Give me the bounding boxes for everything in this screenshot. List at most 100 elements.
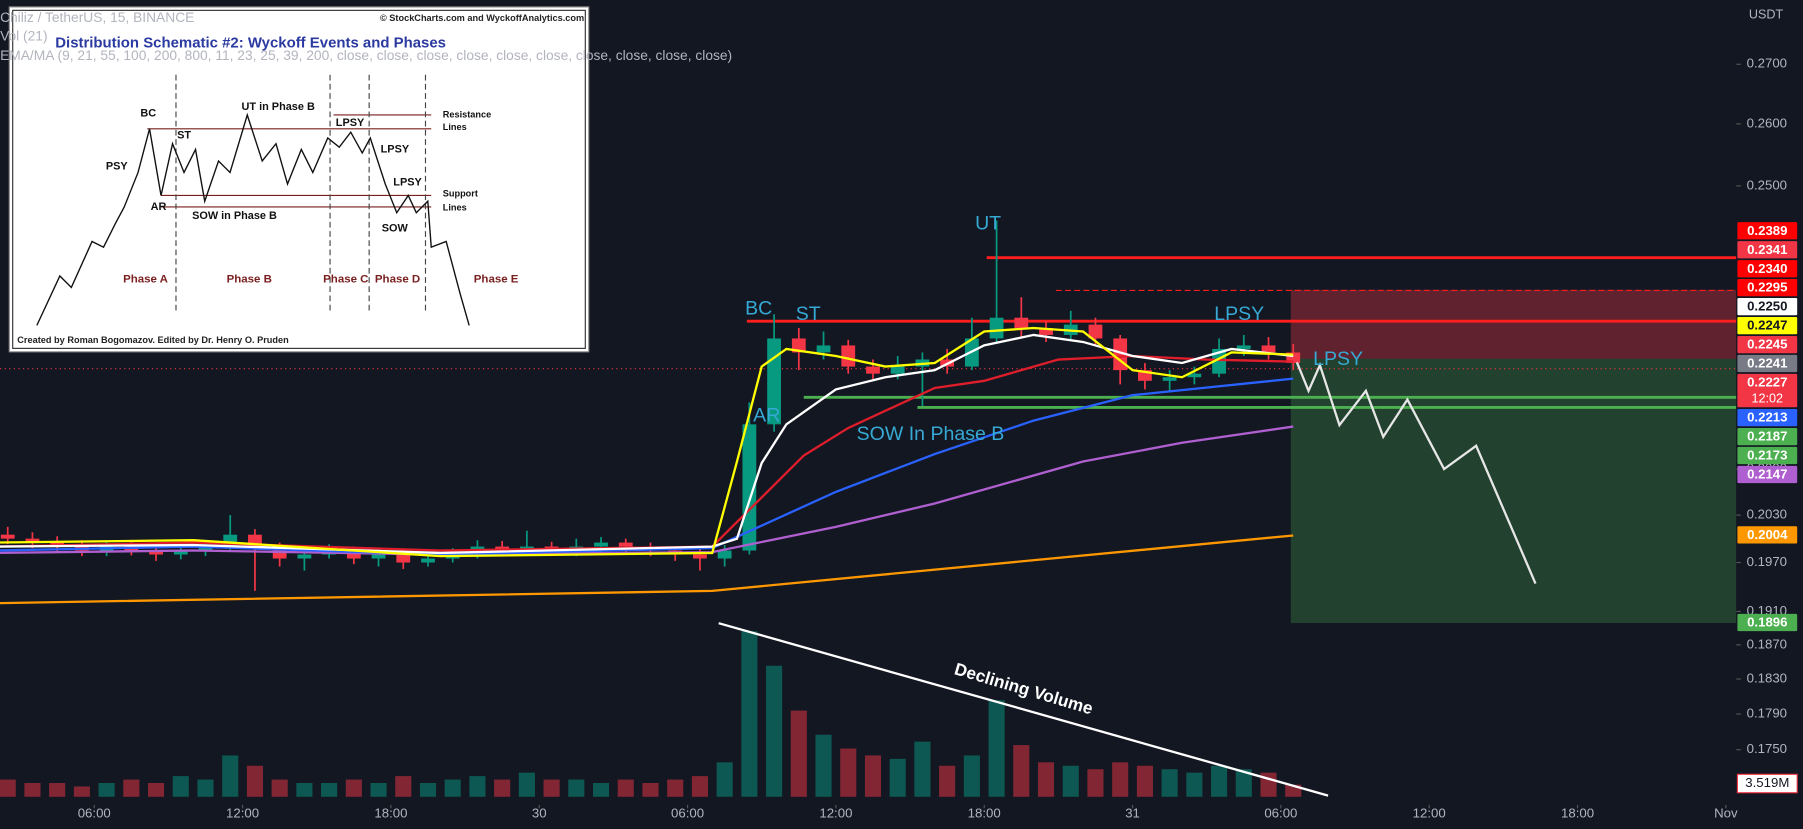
inset-border	[12, 9, 586, 349]
ma-line	[0, 326, 1294, 558]
volume-study: Vol (21)	[0, 28, 48, 43]
price-label-box	[1737, 613, 1798, 632]
volume-bar	[395, 776, 412, 797]
volume-bar	[321, 783, 338, 797]
candle-body	[816, 345, 831, 353]
candle-body	[1088, 324, 1103, 339]
projection-path	[1295, 361, 1537, 584]
inset-label: BC	[140, 108, 156, 120]
candle-body	[866, 366, 880, 374]
candle-body	[346, 550, 361, 559]
candle-body	[1187, 373, 1202, 378]
candle-body	[1286, 352, 1301, 364]
candle-body	[1162, 377, 1177, 381]
candle-body	[173, 550, 188, 555]
y-tick-label: 0.1970	[1747, 554, 1787, 569]
volume-bar	[716, 762, 733, 797]
annotation: ST	[796, 303, 821, 325]
y-tick-label: 0.2030	[1747, 507, 1787, 522]
candle-body	[594, 542, 608, 547]
axis-unit: USDT	[1749, 7, 1784, 21]
x-tick-label: 06:00	[671, 806, 704, 821]
candle-body	[297, 554, 312, 559]
candle-body	[742, 424, 757, 551]
candle-body	[25, 538, 40, 543]
volume-bar	[419, 783, 437, 797]
candle-body	[1039, 328, 1053, 335]
price-label-box	[1737, 354, 1798, 373]
price-label-box	[1737, 222, 1798, 240]
price-label: 0.2213	[1747, 410, 1787, 425]
volume-bar	[1211, 765, 1228, 797]
x-tick-label: 12:00	[1413, 806, 1446, 821]
inset-frame	[8, 6, 590, 353]
position-risk	[1290, 289, 1737, 359]
inset-label: SOW	[382, 223, 409, 235]
inset-label: Phase B	[227, 273, 272, 285]
volume-bar	[988, 700, 1005, 797]
candle-body	[1261, 345, 1276, 353]
candle-body	[396, 554, 411, 563]
inset-credit: Created by Roman Bogomazov. Edited by Dr…	[17, 335, 289, 345]
volume-bar	[172, 776, 189, 797]
inset-label: UT in Phase B	[242, 101, 315, 113]
inset-price-path	[36, 112, 470, 326]
price-label-box	[1737, 316, 1798, 335]
volume-bar	[123, 779, 140, 797]
ma-line	[0, 333, 1294, 555]
volume-bar	[790, 710, 807, 797]
volume-bar	[642, 783, 659, 797]
inset-label: ST	[177, 130, 191, 142]
candle-body	[841, 345, 856, 367]
volume-bar	[939, 765, 956, 797]
candle-body	[1236, 345, 1251, 349]
candle-body	[1138, 370, 1152, 381]
volume-bar	[518, 772, 535, 797]
volume-label: 3.519M	[1745, 775, 1789, 790]
inset-label: AR	[151, 201, 167, 213]
price-label: 0.2341	[1747, 242, 1787, 257]
inset-label: Lines	[443, 122, 467, 132]
volume-label-box	[1736, 773, 1798, 794]
ma-line	[0, 425, 1294, 556]
price-label: 0.2340	[1747, 261, 1787, 276]
x-tick-label: 12:00	[226, 806, 259, 821]
position-reward	[1290, 358, 1737, 624]
candle-body	[149, 550, 163, 555]
price-countdown: 12:02	[1751, 392, 1783, 406]
price-label: 0.2389	[1747, 223, 1787, 238]
inset-label: PSY	[106, 161, 129, 173]
x-tick-label: 30	[532, 806, 547, 821]
volume-bar	[24, 783, 41, 797]
price-label: 0.2147	[1747, 467, 1787, 482]
volume-bar	[840, 748, 857, 797]
price-label-box	[1737, 298, 1798, 316]
volume-bar	[469, 776, 486, 797]
price-label: 0.2245	[1747, 337, 1787, 352]
candle-body	[1212, 348, 1226, 374]
candle-body	[223, 534, 238, 547]
volume-bar	[246, 765, 263, 797]
y-tick-label: 0.2700	[1747, 56, 1787, 71]
candle-body	[989, 317, 1004, 339]
x-tick-label: 18:00	[1561, 806, 1594, 821]
inset-label: Lines	[443, 203, 467, 213]
volume-bar	[1161, 769, 1178, 797]
ma-line	[0, 377, 1294, 556]
volume-bar	[98, 783, 115, 797]
volume-bar	[815, 734, 832, 797]
candle-body	[421, 558, 435, 563]
price-label-box	[1737, 241, 1798, 259]
candle-body	[248, 534, 262, 547]
volume-bar	[1013, 745, 1030, 797]
inset-label: Phase D	[375, 273, 420, 285]
volume-bar	[1087, 769, 1104, 797]
x-tick-label: 31	[1125, 806, 1140, 821]
candle-body	[791, 338, 806, 353]
price-label-box	[1737, 427, 1798, 446]
y-tick-label: 0.1790	[1747, 705, 1787, 720]
y-tick-label: 0.1870	[1747, 636, 1787, 651]
price-label-box	[1737, 260, 1798, 278]
annotation: AR	[753, 404, 780, 426]
price-label: 0.2250	[1747, 299, 1787, 314]
